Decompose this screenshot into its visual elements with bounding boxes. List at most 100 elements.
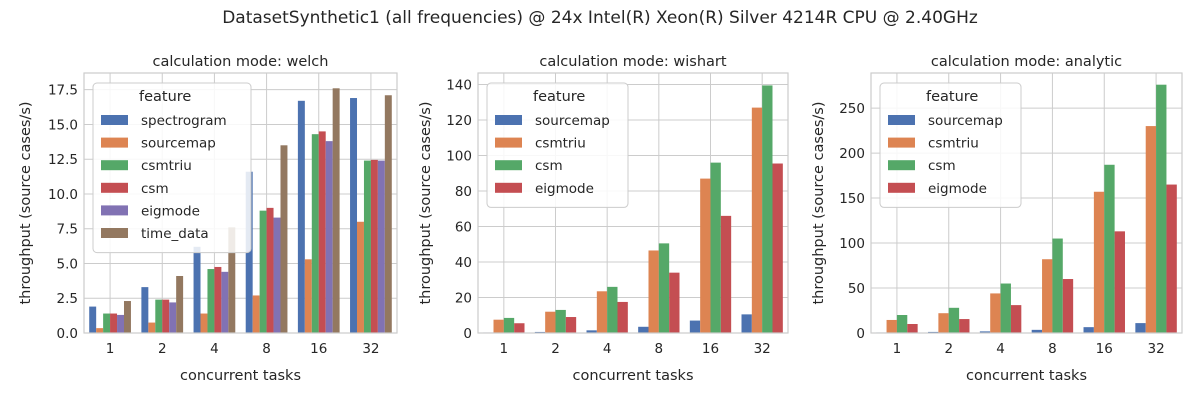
bar-csm-8 (658, 243, 670, 333)
x-tick-label: 4 (603, 341, 612, 357)
y-axis-label: throughput (source cases/s) (811, 101, 827, 304)
legend-swatch-csmtriu (888, 137, 915, 148)
bar-eigmode-16 (720, 215, 732, 333)
bar-csm-4 (214, 266, 222, 333)
legend-swatch-eigmode (101, 205, 128, 216)
bar-time_data-4 (228, 227, 236, 333)
bar-sourcemap-4 (586, 330, 597, 333)
bar-eigmode-32 (1166, 184, 1177, 333)
bar-csm-16 (318, 131, 326, 333)
bar-sourcemap-1 (96, 328, 104, 333)
chart-panel-3: 0 50 100 150 200 250 1 2 4 8 16 32 calculation mode:… (811, 54, 1183, 384)
legend-label-spectrogram: spectrogram (141, 113, 227, 129)
y-tick-label: 0 (856, 326, 865, 342)
x-tick-label: 1 (500, 341, 509, 357)
bar-csm-1 (110, 313, 118, 333)
y-tick-label: 17.5 (48, 83, 78, 99)
bar-csm-1 (896, 315, 908, 333)
legend-label-sourcemap: sourcemap (141, 136, 216, 152)
x-tick-label: 32 (754, 341, 771, 357)
bar-time_data-32 (384, 95, 392, 333)
panel-title: calculation mode: wishart (539, 54, 726, 70)
bar-csmtriu-16 (700, 178, 711, 333)
bar-eigmode-8 (669, 272, 680, 333)
chart-panel-2: 0 20 40 60 80 100 120 140 1 2 4 8 16 32 calculation mo… (418, 54, 789, 384)
bar-sourcemap-32 (1135, 323, 1146, 333)
legend-swatch-sourcemap (888, 115, 915, 125)
bar-eigmode-32 (772, 163, 783, 333)
bar-sourcemap-2 (148, 322, 156, 333)
bar-csmtriu-1 (103, 313, 111, 333)
x-axis-label: concurrent tasks (966, 368, 1087, 384)
figure-title: DatasetSynthetic1 (all frequencies) @ 24… (222, 8, 978, 28)
bar-time_data-2 (176, 275, 184, 333)
legend-label-csm: csm (535, 158, 563, 174)
y-tick-label: 12.5 (48, 152, 78, 168)
legend-label-eigmode: eigmode (141, 203, 200, 219)
x-tick-label: 8 (1048, 341, 1057, 357)
y-tick-label: 140 (446, 78, 472, 94)
y-tick-label: 150 (839, 191, 865, 207)
plot-frame (870, 72, 1183, 334)
x-tick-label: 1 (893, 341, 902, 357)
legend-swatch-sourcemap (495, 115, 522, 125)
bar-csmtriu-32 (751, 107, 763, 333)
bar-csm-4 (1000, 283, 1011, 333)
legend: feature sourcemap csmtriu csm eigmode (879, 82, 1022, 208)
chart-panel-1: 0.0 2.5 5.0 7.5 10.0 12.5 15.0 17.5 1 2 4 8 16 32 calc… (18, 54, 398, 384)
bar-csmtriu-8 (648, 250, 659, 333)
x-tick-label: 2 (944, 341, 953, 357)
y-tick-label: 80 (455, 184, 472, 200)
y-tick-label: 0.0 (57, 326, 78, 342)
y-tick-label: 50 (848, 281, 865, 297)
y-axis-label: throughput (source cases/s) (418, 101, 434, 304)
legend-title: feature (533, 89, 585, 105)
bar-csm-8 (266, 207, 274, 333)
bar-eigmode-4 (617, 301, 628, 333)
bar-csmtriu-4 (596, 291, 608, 333)
y-tick-label: 5.0 (57, 256, 78, 272)
bar-csm-32 (1156, 84, 1167, 334)
bar-csmtriu-1 (493, 319, 504, 333)
x-axis-label: concurrent tasks (572, 368, 693, 384)
legend-box (879, 82, 1022, 208)
legend-label-csmtriu: csmtriu (535, 136, 586, 152)
y-tick-label: 2.5 (57, 291, 78, 307)
legend-label-time_data: time_data (141, 226, 209, 242)
bar-eigmode-4 (1010, 305, 1022, 333)
legend-label-csm: csm (141, 181, 169, 197)
bar-eigmode-8 (1062, 279, 1074, 333)
legend-label-sourcemap: sourcemap (928, 113, 1003, 129)
y-tick-label: 120 (446, 113, 472, 129)
legend: feature sourcemap csmtriu csm eigmode (486, 82, 629, 208)
bar-sourcemap-4 (979, 331, 991, 333)
bar-csmtriu-16 (1093, 191, 1105, 333)
bar-sourcemap-16 (304, 259, 312, 333)
x-tick-label: 16 (1096, 341, 1113, 357)
legend-swatch-time_data (101, 228, 128, 238)
y-axis-label: throughput (source cases/s) (18, 101, 34, 304)
bar-sourcemap-8 (1031, 329, 1043, 333)
x-tick-label: 32 (1147, 341, 1164, 357)
bar-csmtriu-8 (1042, 259, 1053, 333)
bar-eigmode-8 (273, 217, 281, 333)
bars (89, 88, 392, 334)
x-tick-label: 4 (996, 341, 1005, 357)
plot-frame (83, 72, 398, 334)
legend-swatch-csmtriu (101, 160, 128, 171)
x-tick-label: 32 (362, 341, 379, 357)
bar-csmtriu-2 (155, 299, 163, 333)
bar-csm-1 (503, 317, 515, 333)
bar-csm-32 (762, 85, 773, 333)
legend-label-csmtriu: csmtriu (141, 158, 192, 174)
x-tick-label: 8 (262, 341, 271, 357)
bar-csmtriu-2 (545, 311, 556, 333)
legend-swatch-csm (101, 182, 128, 193)
bar-sourcemap-16 (1083, 327, 1094, 333)
bar-spectrogram-1 (89, 306, 97, 333)
bar-csm-8 (1052, 238, 1063, 333)
bar-spectrogram-16 (297, 100, 305, 333)
bar-sourcemap-16 (689, 320, 701, 333)
legend-label-eigmode: eigmode (535, 181, 594, 197)
